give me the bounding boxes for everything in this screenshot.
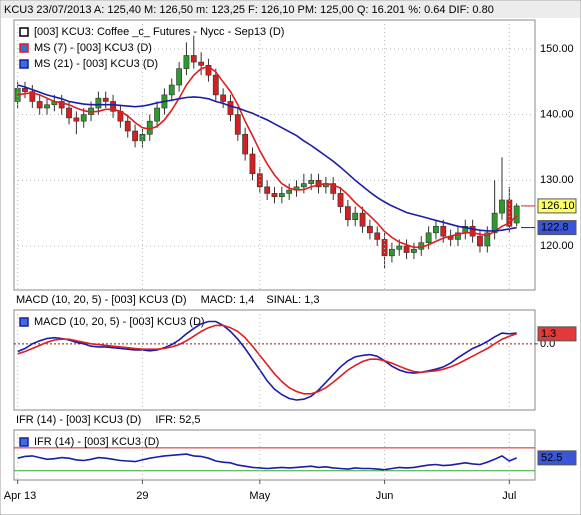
candle-body: [132, 130, 138, 142]
candle-body: [249, 153, 256, 175]
candle-body: [308, 179, 315, 184]
candle-body: [440, 225, 447, 237]
candle-body: [227, 101, 234, 115]
series-line: [17, 453, 518, 471]
panel-readout: IFR: 52,5: [155, 414, 200, 426]
candle-body: [403, 245, 410, 253]
candle-body: [183, 55, 190, 69]
candle-body: [366, 225, 373, 234]
legend-icon: [19, 437, 29, 447]
legend-icon: [19, 27, 29, 37]
candle-body: [220, 94, 227, 102]
y-tick-label: 130.00: [540, 174, 574, 186]
candle-body: [242, 134, 249, 155]
candle-body: [425, 232, 432, 244]
legend-icon: [19, 43, 29, 53]
candle-body: [264, 186, 271, 194]
candle-body: [139, 134, 146, 142]
candle-body: [477, 235, 483, 247]
panel: [13, 19, 536, 291]
value-box: [537, 450, 577, 466]
value-box: [537, 326, 577, 342]
value-box: [537, 220, 577, 236]
y-tick-label: 140.00: [540, 109, 574, 121]
candle-body: [102, 97, 109, 102]
candle-body: [36, 101, 43, 109]
candle-body: [396, 245, 403, 250]
candle-body: [455, 232, 461, 240]
panel-readout: MACD: 1,4: [201, 294, 255, 306]
value-label: 122.8: [541, 221, 569, 233]
candle-body: [80, 114, 87, 122]
value-label: 126.10: [541, 200, 575, 212]
candle-body: [330, 183, 337, 194]
candle-body: [234, 114, 241, 135]
x-tick-label: 29: [136, 490, 148, 502]
candle-body: [278, 193, 285, 198]
x-tick-label: Jun: [376, 490, 394, 502]
x-tick-label: Jul: [502, 490, 516, 502]
legend-text: MS (21) - [003] KCU3 (D): [34, 58, 158, 70]
panel-caption: MACD (10, 20, 5) - [003] KCU3 (D): [16, 294, 187, 306]
series-line: [17, 320, 517, 401]
panel: [13, 309, 536, 411]
legend-text: MS (7) - [003] KCU3 (D): [34, 42, 152, 54]
candle-body: [381, 239, 388, 257]
candle-body: [110, 101, 116, 112]
value-label: 52.5: [541, 452, 562, 464]
panel: [13, 429, 536, 481]
candle-body: [359, 212, 366, 227]
candle-body: [411, 248, 417, 253]
candle-body: [168, 84, 175, 96]
candle-body: [95, 97, 102, 109]
series-line: [17, 84, 517, 232]
candle-body: [286, 189, 293, 194]
candle-body: [22, 88, 28, 92]
candle-body: [66, 107, 72, 119]
candle-body: [352, 212, 359, 221]
candle-body: [300, 183, 307, 188]
candle-body: [154, 107, 160, 122]
candle-body: [190, 55, 197, 63]
candle-body: [484, 232, 491, 247]
value-label: 1.3: [541, 328, 556, 340]
y-tick-label: 120.00: [540, 240, 574, 252]
candle-body: [58, 101, 65, 109]
value-box: [537, 198, 577, 214]
legend-text: [003] KCU3: Coffee _c_ Futures - Nycc - …: [34, 26, 284, 38]
x-tick-label: Apr 13: [4, 490, 36, 502]
header-text: KCU3 23/07/2013 A: 125,40 M: 126,50 m: 1…: [4, 4, 494, 16]
legend-text: MACD (10, 20, 5) - [003] KCU3 (D): [34, 316, 205, 328]
candle-body: [499, 199, 505, 214]
legend-icon: [19, 59, 29, 69]
candle-body: [433, 225, 439, 234]
candle-body: [491, 212, 498, 234]
legend-icon: [19, 317, 29, 327]
x-tick-label: May: [249, 490, 270, 502]
candle-body: [374, 232, 381, 240]
candle-body: [176, 68, 183, 86]
candle-body: [513, 205, 520, 224]
y-tick-label: 150.00: [540, 43, 574, 55]
candle-body: [44, 104, 50, 109]
candle-body: [389, 248, 395, 257]
candle-body: [344, 206, 351, 221]
candle-body: [73, 117, 80, 122]
panel-readout: SINAL: 1,3: [266, 294, 319, 306]
candle-body: [212, 74, 219, 96]
candle-body: [29, 91, 36, 102]
candle-body: [337, 193, 344, 207]
candle-body: [315, 179, 322, 188]
series-line: [17, 65, 518, 249]
header-bar: [1, 1, 580, 18]
candle-body: [124, 120, 131, 132]
candle-body: [469, 225, 476, 237]
series-line: [17, 324, 517, 395]
legend-text: IFR (14) - [003] KCU3 (D): [34, 436, 159, 448]
panel-caption: IFR (14) - [003] KCU3 (D): [16, 414, 141, 426]
candle-body: [205, 65, 212, 76]
candle-body: [198, 61, 205, 66]
candle-body: [271, 193, 278, 198]
